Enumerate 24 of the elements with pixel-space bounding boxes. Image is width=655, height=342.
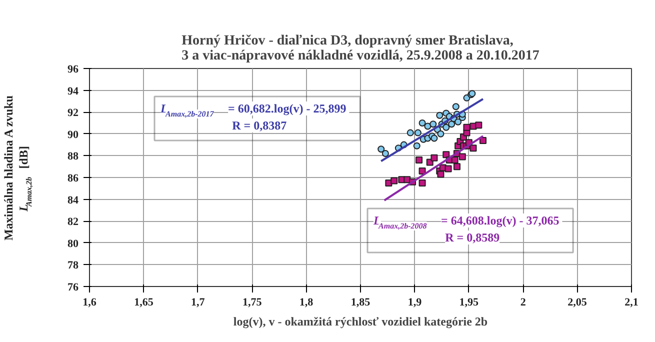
y-tick-label: 96 — [68, 64, 79, 76]
y-tick-label: 78 — [68, 260, 79, 272]
y-tick-label: 76 — [68, 282, 79, 294]
y-tick-label: 92 — [68, 107, 79, 120]
x-tick-label: 1,85 — [350, 296, 371, 308]
y-tick-label: 86 — [68, 172, 79, 184]
y-tick-label: 90 — [68, 128, 79, 141]
y-tick-label: 88 — [68, 150, 79, 163]
x-tick-label: 1,6 — [82, 296, 97, 308]
x-tick-label: 1,8 — [299, 296, 314, 308]
x-tick-label: 2,05 — [568, 296, 588, 308]
x-tick-label: 1,9 — [408, 296, 422, 308]
y-tick-label: 80 — [68, 238, 79, 250]
chart-title: Horný Hričov - diaľnica D3, dopravný smer Bratislava, 3 a viac-nápravové nákladné vozidlá, 25.9.2008 a 20.10.2017 — [182, 34, 540, 64]
x-axis-title: log(v), v - okamžitá rýchlosť vozidiel kategórie 2b — [233, 314, 488, 328]
x-tick-label: 1,65 — [134, 296, 154, 308]
x-tick-label: 2,1 — [624, 296, 638, 308]
y-tick-label: 84 — [68, 194, 79, 206]
x-tick-label: 2 — [520, 296, 526, 308]
x-tick-label: 1,75 — [242, 296, 262, 308]
x-tick-label: 1,7 — [191, 296, 206, 308]
y-tick-label: 94 — [68, 85, 79, 98]
x-tick-label: 1,95 — [459, 296, 480, 308]
y-tick-label: 82 — [68, 216, 79, 228]
